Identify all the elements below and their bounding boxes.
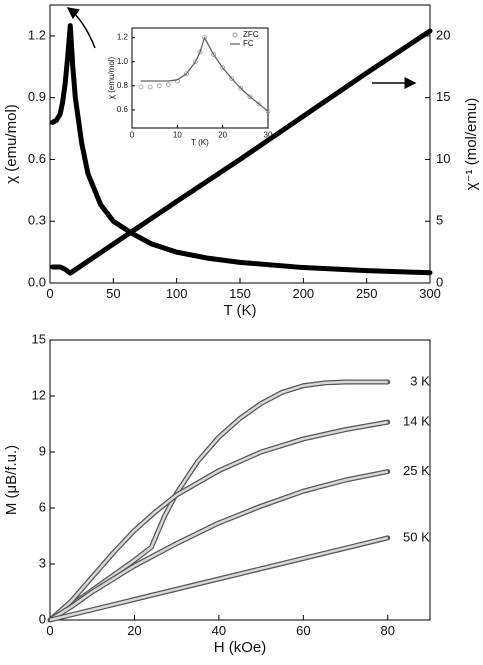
x-tick-label: 30 <box>264 130 273 139</box>
data-point <box>165 82 171 88</box>
y2-tick-label: 10 <box>436 151 450 166</box>
data-point <box>256 101 262 107</box>
y-tick-label: 0.9 <box>28 89 46 104</box>
x-tick-label: 40 <box>212 623 226 638</box>
data-point <box>238 85 244 91</box>
y-tick-label: 0.3 <box>28 213 46 228</box>
y-tick-label: 15 <box>32 331 46 346</box>
x-tick-label: 10 <box>173 130 182 139</box>
annotation: 25 K <box>403 463 430 478</box>
y2-axis-label: χ⁻¹ (mol/emu) <box>463 98 480 190</box>
x-axis-label: T (K) <box>191 138 209 147</box>
data-line <box>47 469 391 623</box>
legend-marker <box>232 32 238 38</box>
data-line <box>140 36 269 112</box>
x-tick-label: 300 <box>419 286 441 301</box>
y-tick-label: 1.2 <box>28 27 46 42</box>
legend-label: ZFC <box>243 30 259 39</box>
y-tick-label: 12 <box>32 387 46 402</box>
legend-label: FC <box>243 39 254 48</box>
y-tick-label: 0.6 <box>28 151 46 166</box>
x-tick-label: 200 <box>292 286 314 301</box>
x-tick-label: 80 <box>381 623 395 638</box>
y-tick-label: 1.2 <box>117 33 129 42</box>
y2-tick-label: 0 <box>436 274 443 289</box>
y2-tick-label: 20 <box>436 27 450 42</box>
y-tick-label: 9 <box>39 443 46 458</box>
x-tick-label: 250 <box>356 286 378 301</box>
line-highlight <box>49 470 389 622</box>
data-point <box>193 59 198 65</box>
x-tick-label: 0 <box>46 623 53 638</box>
data-point <box>147 84 153 90</box>
data-point <box>138 84 144 90</box>
y-axis-label: M (μB/f.u.) <box>3 445 20 515</box>
y-tick-label: 6 <box>39 499 46 514</box>
y-tick-label: 0.0 <box>28 274 46 289</box>
plot-frame <box>131 27 269 129</box>
data-point <box>211 52 217 57</box>
x-tick-label: 150 <box>229 286 251 301</box>
y-tick-label: 0.6 <box>117 105 129 114</box>
x-axis-label: H (kOe) <box>214 639 267 656</box>
line-highlight <box>49 420 388 621</box>
plot-frame <box>49 339 431 621</box>
y-tick-label: 1.0 <box>117 57 129 66</box>
y2-tick-label: 15 <box>436 89 450 104</box>
x-tick-label: 20 <box>218 130 227 139</box>
line-highlight <box>49 380 388 622</box>
data-line <box>50 23 433 276</box>
y2-tick-label: 5 <box>436 213 443 228</box>
data-point <box>265 108 271 114</box>
y-axis-label: χ (emu/mol) <box>3 104 20 184</box>
x-tick-label: 20 <box>127 623 141 638</box>
x-tick-label: 60 <box>296 623 310 638</box>
x-tick-label: 0 <box>130 130 135 139</box>
data-line <box>50 28 433 276</box>
data-point <box>229 76 235 82</box>
data-point <box>156 83 162 89</box>
y-tick-label: 0 <box>39 611 46 626</box>
x-tick-label: 50 <box>106 286 120 301</box>
x-tick-label: 100 <box>166 286 188 301</box>
y-tick-label: 3 <box>39 555 46 570</box>
data-point <box>174 78 180 84</box>
annotation: 50 K <box>403 529 430 544</box>
y-tick-label: 0.8 <box>117 81 129 90</box>
y-axis-label: χ (emu/mol) <box>107 56 116 99</box>
x-axis-label: T (K) <box>223 302 256 319</box>
x-tick-label: 0 <box>46 286 53 301</box>
data-point <box>183 71 189 77</box>
annotation: 14 K <box>403 414 430 429</box>
arrow-left <box>66 7 96 49</box>
annotation: 3 K <box>410 373 430 388</box>
data-point <box>220 65 226 71</box>
line-highlight <box>49 536 389 622</box>
data-point <box>247 94 253 100</box>
